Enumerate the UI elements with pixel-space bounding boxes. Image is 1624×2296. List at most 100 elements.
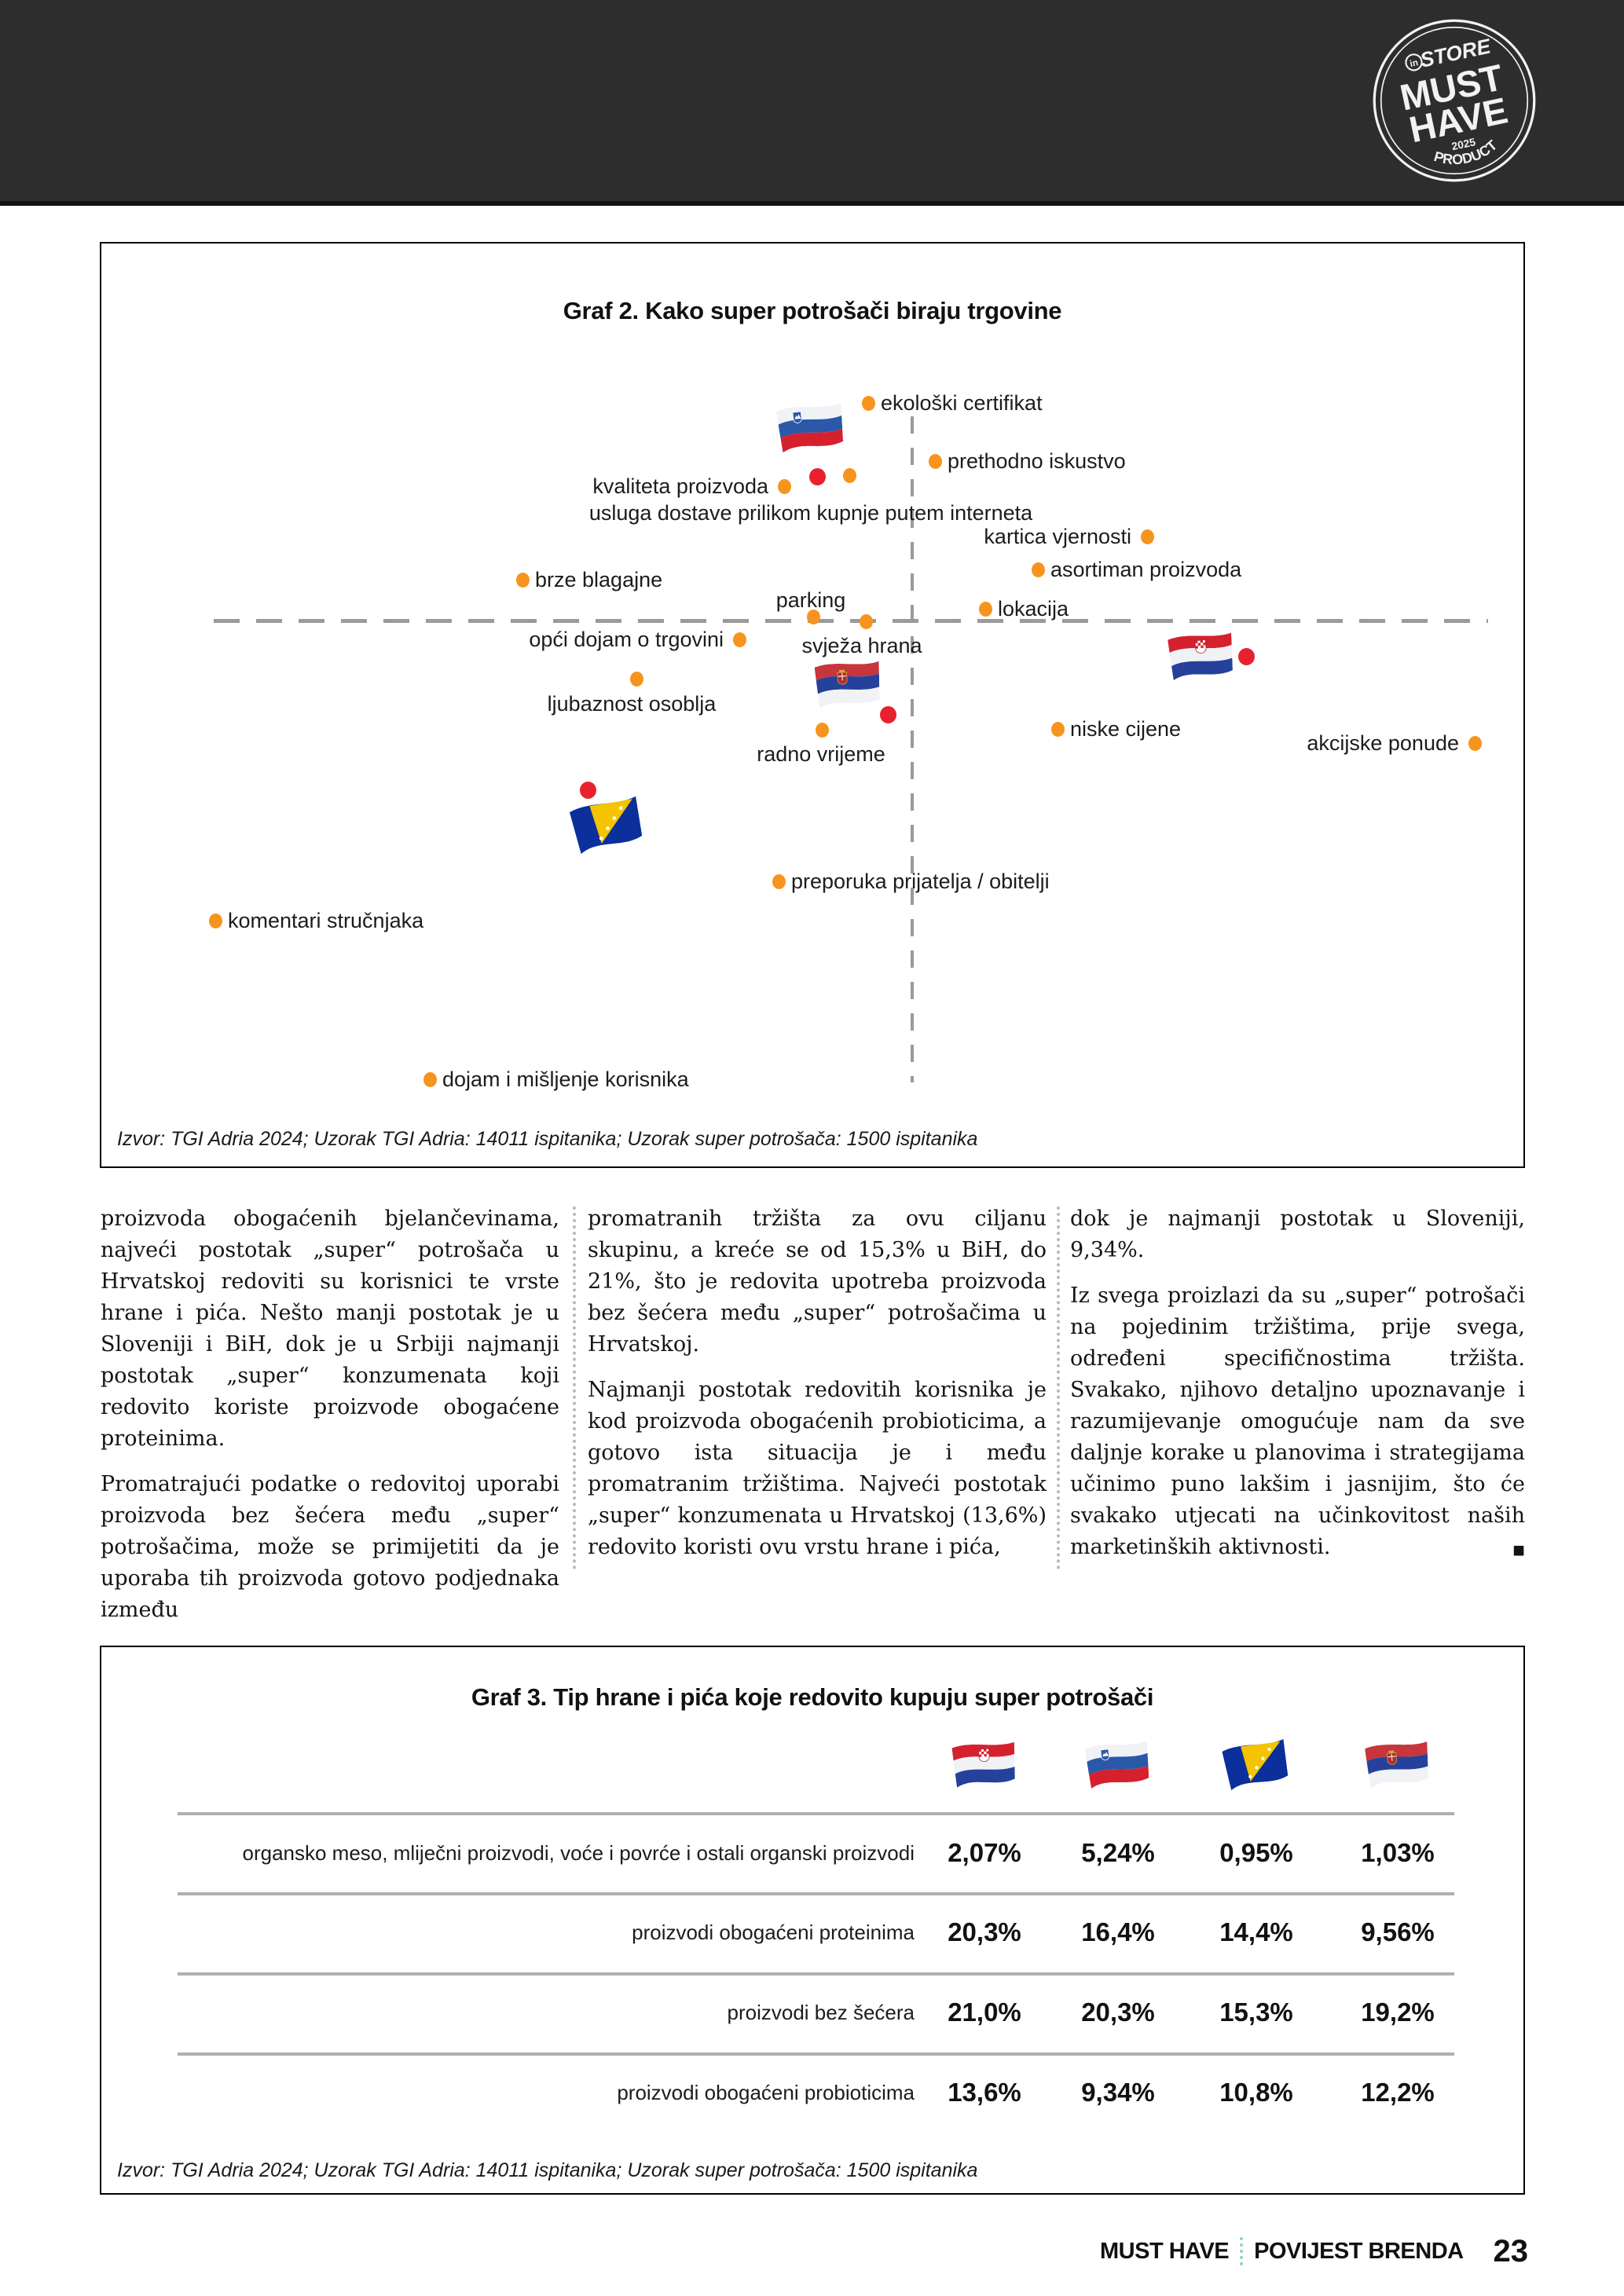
croatia-checkerboard (1194, 639, 1207, 654)
page-footer: MUST HAVE POVIJEST BRENDA 23 (1100, 2231, 1528, 2272)
table-cell-value: 16,4% (1081, 1917, 1155, 1946)
table-cell-value: 5,24% (1081, 1838, 1155, 1867)
flag-marker-bosnia (562, 786, 652, 867)
scatter-point (1031, 562, 1045, 577)
slovenia-coat-of-arms (792, 411, 802, 423)
scatter-point-label: prethodno iskustvo (948, 449, 1126, 473)
table-separator (178, 1892, 1454, 1895)
table-row-label: proizvodi obogaćeni probioticima (617, 2081, 915, 2104)
table-cell-value: 9,34% (1081, 2078, 1155, 2107)
scatter-point (859, 613, 873, 629)
scatter-point-label: kartica vjernosti (984, 525, 1131, 548)
scatter-point-label: komentari stručnjaka (228, 909, 424, 932)
scatter-point-label: kvaliteta proizvoda (592, 474, 768, 498)
scatter-point (806, 609, 820, 624)
scatter-point-label: akcijske ponude (1307, 731, 1459, 755)
table-separator (178, 2052, 1454, 2056)
scatter-point (978, 601, 992, 617)
badge-outer-ring (1373, 19, 1536, 182)
scatter-point (842, 467, 856, 483)
table-cell-value: 10,8% (1219, 2078, 1293, 2107)
table-cell-value: 15,3% (1219, 1998, 1293, 2027)
graf2-title: Graf 2. Kako super potrošači biraju trgo… (563, 296, 1062, 324)
column-flag-croatia (946, 1730, 1023, 1802)
scatter-point-label: preporuka prijatelja / obitelji (791, 870, 1050, 893)
article-column-3: dok je najmanji postotak u Sloveniji, 9,… (1070, 1203, 1525, 1577)
flag-croatia-icon (951, 1741, 1015, 1788)
table-cell-value: 14,4% (1219, 1917, 1293, 1946)
column-divider-2 (1057, 1207, 1060, 1569)
serbia-coat-of-arms (1386, 1750, 1397, 1765)
paragraph: proizvoda obogaćenih bjelančevinama, naj… (101, 1207, 559, 1451)
graf2-panel: Graf 2. Kako super potrošači biraju trgo… (100, 242, 1525, 1168)
paragraph: dok je najmanji postotak u Sloveniji, 9,… (1070, 1207, 1525, 1262)
scatter-point-label: lokacija (998, 597, 1069, 621)
header-bar: in STORE MUST HAVE 2025 PRODUCT (0, 0, 1624, 206)
scatter-point-label: dojam i mišljenje korisnika (442, 1067, 689, 1091)
badge-year: 2025 (1450, 136, 1476, 152)
paragraph: Najmanji postotak redovitih korisnika je… (588, 1378, 1047, 1559)
table-cell-value: 20,3% (948, 1917, 1021, 1946)
flag-serbia-icon (814, 661, 880, 709)
scatter-point (1050, 721, 1065, 737)
graf2-horizontal-axis (214, 619, 1488, 623)
scatter-point-label: parking (775, 588, 846, 612)
table-separator (178, 1972, 1454, 1976)
serbia-coat-of-arms (837, 669, 848, 685)
scatter-point-label: radno vrijeme (757, 742, 885, 766)
column-flag-bosnia (1215, 1727, 1298, 1806)
table-row-label: proizvodi obogaćeni proteinima (632, 1921, 915, 1944)
bosnia-stars (1248, 1748, 1271, 1778)
table-cell-value: 2,07% (948, 1838, 1021, 1867)
article-column-1: proizvoda obogaćenih bjelančevinama, naj… (101, 1203, 559, 1640)
scatter-point-label: ekološki certifikat (881, 391, 1043, 415)
flag-marker-croatia (1162, 623, 1241, 692)
country-data-point (879, 706, 896, 723)
scatter-point (732, 632, 746, 647)
page-number: 23 (1493, 2233, 1529, 2269)
table-separator (178, 1812, 1454, 1815)
flag-slovenia-icon (775, 403, 844, 453)
croatia-checkerboard (977, 1748, 990, 1763)
scatter-point-label: asortiman proizvoda (1050, 558, 1242, 581)
scatter-point-label: brze blagajne (535, 568, 663, 591)
article-end-mark: ■ (1512, 1538, 1525, 1562)
column-flag-serbia (1358, 1729, 1436, 1803)
scatter-point-label: opći dojam o trgovini (529, 628, 724, 651)
scatter-point (861, 395, 875, 411)
scatter-point-label: niske cijene (1070, 717, 1182, 741)
scatter-point (815, 722, 829, 738)
scatter-point (1468, 735, 1482, 751)
table-cell-value: 12,2% (1361, 2078, 1435, 2107)
table-cell-value: 13,6% (948, 2078, 1021, 2107)
flag-slovenia-icon (1084, 1741, 1149, 1789)
flag-serbia-icon (1365, 1741, 1429, 1789)
slovenia-coat-of-arms (1100, 1749, 1110, 1761)
table-cell-value: 1,03% (1361, 1838, 1435, 1867)
table-cell-value: 9,56% (1361, 1917, 1435, 1946)
country-data-point (808, 468, 826, 485)
table-cell-value: 21,0% (948, 1998, 1021, 2027)
bosnia-triangle (1241, 1741, 1281, 1782)
paragraph: Iz svega proizlazi da su „super“ potroša… (1070, 1280, 1525, 1563)
bosnia-stars (599, 806, 623, 840)
table-cell-value: 20,3% (1081, 1998, 1155, 2027)
paragraph: promatranih tržišta za ovu ciljanu skupi… (588, 1207, 1047, 1357)
article-column-2: promatranih tržišta za ovu ciljanu skupi… (588, 1203, 1047, 1577)
scatter-point (928, 453, 942, 469)
flag-croatia-icon (1168, 632, 1233, 681)
flag-bosnia-icon (1222, 1738, 1289, 1791)
flag-marker-serbia (808, 654, 887, 718)
badge-publisher-prefix: in (1409, 57, 1419, 69)
footer-section: POVIJEST BRENDA (1254, 2238, 1464, 2264)
table-row-label: proizvodi bez šećera (727, 2001, 915, 2024)
footer-separator (1240, 2237, 1244, 2265)
column-flag-slovenia (1079, 1728, 1157, 1803)
table-row-label: organsko meso, mliječni proizvodi, voće … (242, 1841, 915, 1865)
paragraph-text: Iz svega proizlazi da su „super“ potroša… (1070, 1283, 1525, 1559)
country-data-point (579, 782, 596, 799)
scatter-point (777, 478, 791, 494)
graf3-panel: Graf 3. Tip hrane i pića koje redovito k… (100, 1646, 1525, 2195)
badge-inner-ring (1380, 26, 1529, 175)
